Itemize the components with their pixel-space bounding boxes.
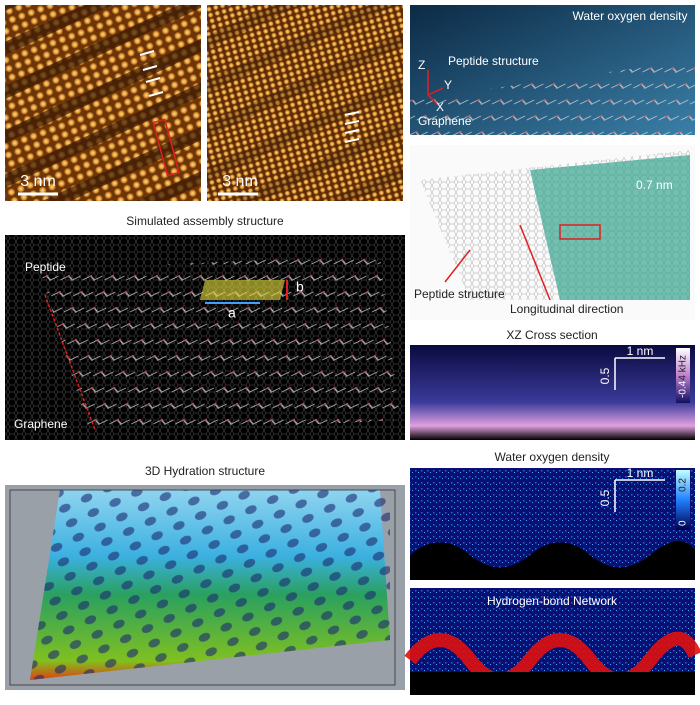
- xz-image: [410, 345, 695, 440]
- afm-stripes: [5, 5, 201, 201]
- scale-label: 0.5: [598, 367, 612, 384]
- afm-stripes: [207, 5, 403, 201]
- arrows: [139, 50, 164, 97]
- panel-title: Water oxygen density: [573, 9, 688, 23]
- panel-title: XZ Cross section: [506, 328, 597, 342]
- distance-label: 0.7 nm: [636, 178, 673, 192]
- colorbar-label: 0: [678, 520, 689, 526]
- scale-label: 3 nm: [20, 173, 56, 190]
- arrow: [519, 224, 551, 301]
- scale-bar: [614, 479, 665, 512]
- unit-cell: [200, 280, 285, 300]
- surface: [410, 672, 695, 695]
- label: Peptide structure: [448, 54, 539, 68]
- colorbar: [676, 348, 690, 403]
- axis-label: X: [436, 100, 444, 114]
- scale-label: 0.5: [598, 489, 612, 506]
- colorbar-label: 4 kHz: [678, 355, 689, 381]
- label: Peptide: [25, 260, 66, 274]
- molecules: [410, 60, 695, 135]
- colorbar-label: -0.4: [678, 380, 689, 398]
- panel-title: Simulated assembly structure: [126, 214, 284, 228]
- label: Graphene: [418, 114, 472, 128]
- scale-bar: [614, 357, 665, 390]
- scale-label: 3 nm: [222, 173, 258, 190]
- scale-label: 1 nm: [627, 466, 654, 480]
- axes: [427, 70, 444, 106]
- label: Longitudinal direction: [510, 302, 623, 316]
- arrow: [444, 249, 471, 283]
- axis-label: Z: [418, 58, 425, 72]
- peptides: [40, 255, 400, 435]
- hbond-network: [404, 631, 700, 687]
- scale-label: 1 nm: [627, 344, 654, 358]
- panel-title: Water oxygen density: [495, 450, 610, 464]
- axis-label: Y: [444, 78, 452, 92]
- unit-box: [152, 118, 180, 177]
- direction-line: [44, 294, 96, 431]
- lattice-label: b: [296, 279, 304, 295]
- lattice-label: a: [228, 305, 236, 321]
- panel-title: Hydrogen-bond Network: [487, 594, 618, 608]
- unit-box: [559, 224, 601, 240]
- bounding-box: [9, 489, 396, 686]
- surface: [410, 541, 695, 580]
- colorbar: [676, 470, 690, 530]
- colorbar-label: 0.2: [678, 478, 689, 492]
- density: [530, 155, 690, 300]
- panel-title: 3D Hydration structure: [145, 464, 265, 478]
- label: Graphene: [14, 417, 68, 431]
- hydration-pattern: [30, 490, 390, 680]
- arrows: [344, 111, 360, 143]
- label: Peptide structure: [414, 287, 505, 301]
